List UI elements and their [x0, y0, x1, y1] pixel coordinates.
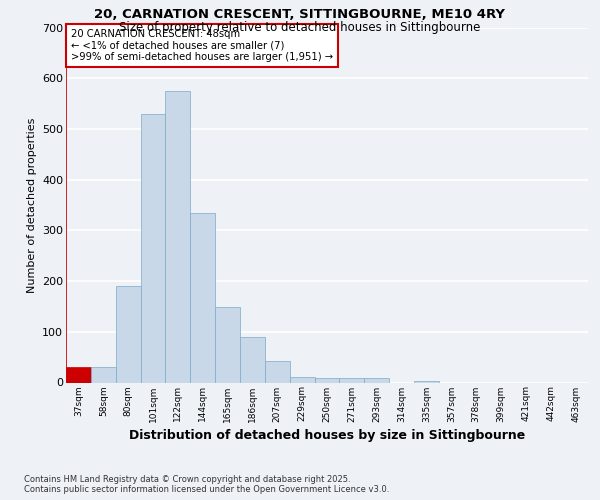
Bar	[290, 377, 314, 382]
Bar	[240, 337, 265, 382]
Y-axis label: Number of detached properties: Number of detached properties	[26, 118, 37, 292]
Text: 20 CARNATION CRESCENT: 48sqm
← <1% of detached houses are smaller (7)
>99% of se: 20 CARNATION CRESCENT: 48sqm ← <1% of de…	[71, 30, 334, 62]
Bar	[166, 91, 190, 382]
Bar	[91, 368, 116, 382]
Bar	[265, 361, 290, 382]
Bar	[314, 378, 340, 382]
Text: Size of property relative to detached houses in Sittingbourne: Size of property relative to detached ho…	[119, 21, 481, 34]
Bar	[340, 378, 364, 382]
X-axis label: Distribution of detached houses by size in Sittingbourne: Distribution of detached houses by size …	[129, 428, 525, 442]
Text: 20, CARNATION CRESCENT, SITTINGBOURNE, ME10 4RY: 20, CARNATION CRESCENT, SITTINGBOURNE, M…	[95, 8, 505, 20]
Text: Contains HM Land Registry data © Crown copyright and database right 2025.
Contai: Contains HM Land Registry data © Crown c…	[24, 474, 389, 494]
Bar	[140, 114, 166, 382]
Bar	[215, 308, 240, 382]
Bar	[66, 368, 91, 382]
Bar	[414, 381, 439, 382]
Bar	[190, 212, 215, 382]
Bar	[116, 286, 140, 382]
Bar	[364, 378, 389, 382]
